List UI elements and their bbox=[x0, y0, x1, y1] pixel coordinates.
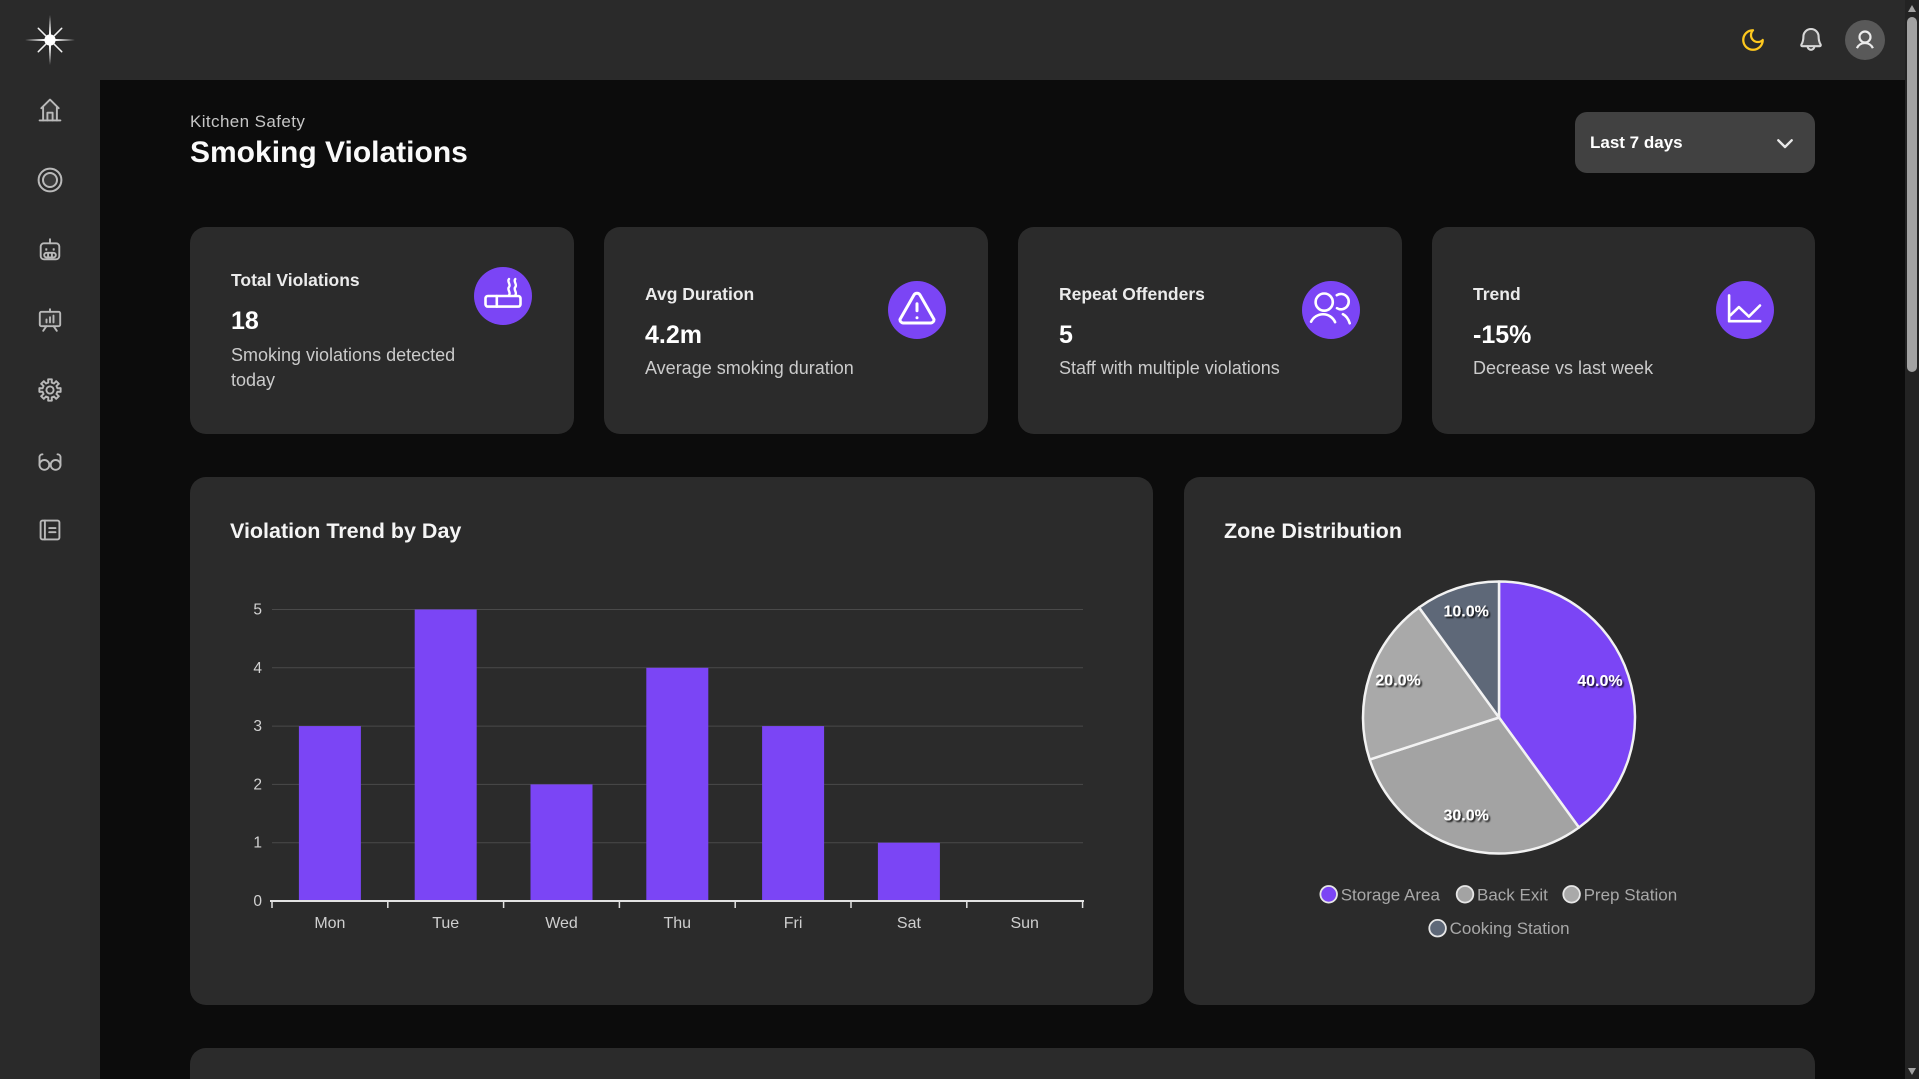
svg-text:20.0%: 20.0% bbox=[1375, 673, 1420, 690]
svg-text:4: 4 bbox=[253, 660, 262, 677]
svg-text:Mon: Mon bbox=[314, 915, 345, 932]
svg-text:0: 0 bbox=[253, 893, 262, 910]
svg-text:30.0%: 30.0% bbox=[1444, 808, 1489, 825]
svg-text:Thu: Thu bbox=[664, 915, 692, 932]
svg-text:40.0%: 40.0% bbox=[1577, 673, 1622, 690]
svg-text:1: 1 bbox=[253, 835, 262, 852]
svg-text:5: 5 bbox=[253, 602, 262, 619]
svg-text:Sun: Sun bbox=[1010, 915, 1038, 932]
svg-text:10.0%: 10.0% bbox=[1444, 604, 1489, 621]
svg-text:Wed: Wed bbox=[545, 915, 578, 932]
svg-text:Back Exit: Back Exit bbox=[1477, 885, 1548, 904]
svg-text:2: 2 bbox=[253, 776, 262, 793]
svg-text:Tue: Tue bbox=[432, 915, 459, 932]
svg-text:3: 3 bbox=[253, 718, 262, 735]
svg-text:Sat: Sat bbox=[897, 915, 922, 932]
svg-text:Storage Area: Storage Area bbox=[1341, 885, 1441, 904]
svg-text:Cooking Station: Cooking Station bbox=[1450, 919, 1570, 938]
svg-text:Fri: Fri bbox=[784, 915, 803, 932]
svg-text:Prep Station: Prep Station bbox=[1584, 885, 1678, 904]
